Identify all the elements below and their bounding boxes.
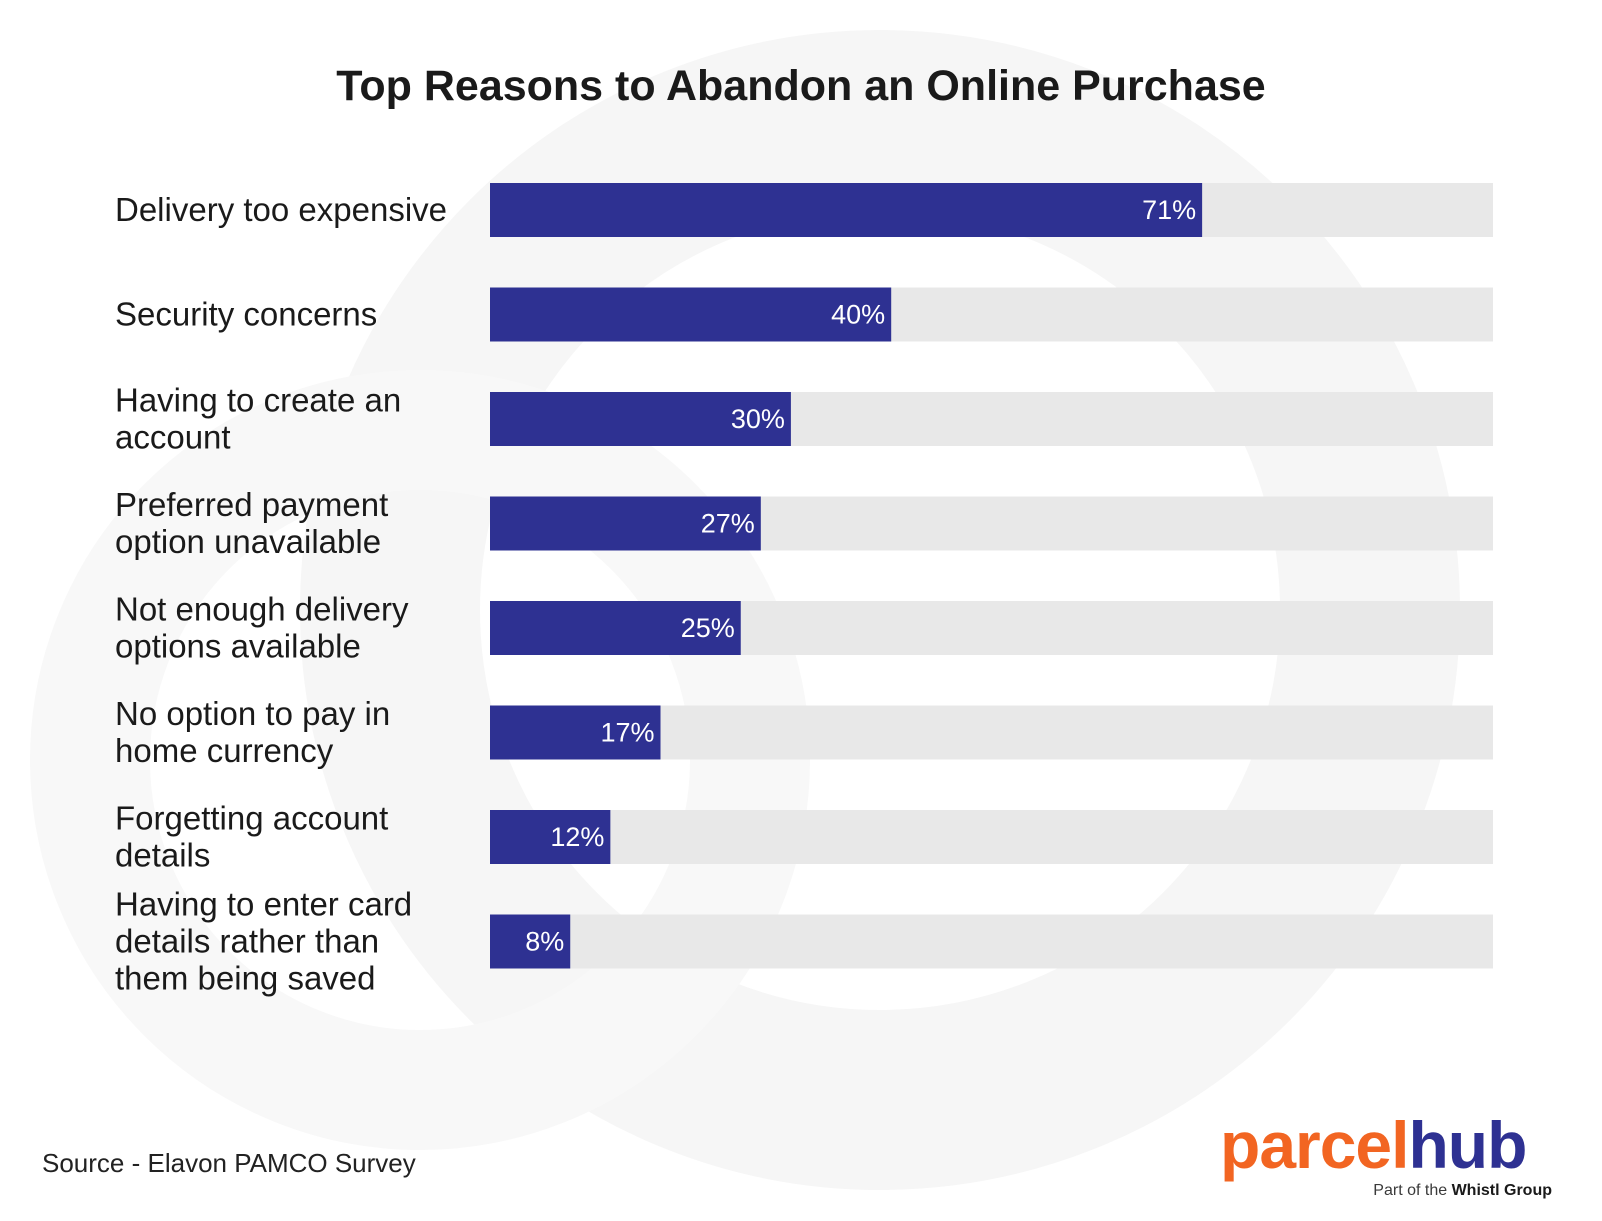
category-label: details rather than: [115, 923, 379, 960]
bar-value-label: 40%: [831, 300, 885, 330]
category-label: details: [115, 837, 210, 874]
bar-value-label: 17%: [600, 718, 654, 748]
category-label: home currency: [115, 732, 334, 769]
category-label: Preferred payment: [115, 486, 388, 523]
bar-track: [490, 914, 1493, 969]
logo-part-parcel: parcel: [1220, 1108, 1409, 1182]
category-label: Not enough delivery: [115, 591, 409, 628]
logo-tagline: Part of the Whistl Group: [1220, 1182, 1552, 1200]
category-label: Security concerns: [115, 296, 377, 333]
category-label: account: [115, 419, 231, 456]
bar-value-label: 30%: [731, 404, 785, 434]
bar: [490, 705, 661, 760]
bar-track: [490, 810, 1493, 864]
bar-value-label: 8%: [525, 927, 564, 957]
category-label: options available: [115, 628, 361, 665]
bar: [490, 496, 761, 551]
bar-value-label: 12%: [550, 822, 604, 852]
category-label: Forgetting account: [115, 800, 388, 837]
category-label: them being saved: [115, 960, 376, 997]
logo-wordmark: parcelhub: [1220, 1112, 1560, 1178]
chart-title: Top Reasons to Abandon an Online Purchas…: [336, 62, 1266, 110]
category-label: option unavailable: [115, 523, 381, 560]
bar: [490, 914, 571, 969]
bar: [490, 392, 791, 446]
bar: [490, 810, 611, 864]
bar: [490, 287, 892, 342]
bar-value-label: 27%: [701, 509, 755, 539]
logo-tagline-prefix: Part of the: [1373, 1182, 1452, 1199]
bar: [490, 601, 741, 655]
bar: [490, 183, 1203, 237]
bar-value-label: 71%: [1142, 195, 1196, 225]
category-label: Having to create an: [115, 382, 401, 419]
category-label: Having to enter card: [115, 886, 412, 923]
logo-part-hub: hub: [1408, 1108, 1527, 1182]
logo-tagline-brand: Whistl Group: [1451, 1182, 1552, 1199]
bar-value-label: 25%: [681, 613, 735, 643]
parcelhub-logo: parcelhub Part of the Whistl Group: [1220, 1112, 1560, 1200]
source-note: Source - Elavon PAMCO Survey: [42, 1148, 416, 1178]
category-label: Delivery too expensive: [115, 191, 447, 228]
category-label: No option to pay in: [115, 695, 390, 732]
